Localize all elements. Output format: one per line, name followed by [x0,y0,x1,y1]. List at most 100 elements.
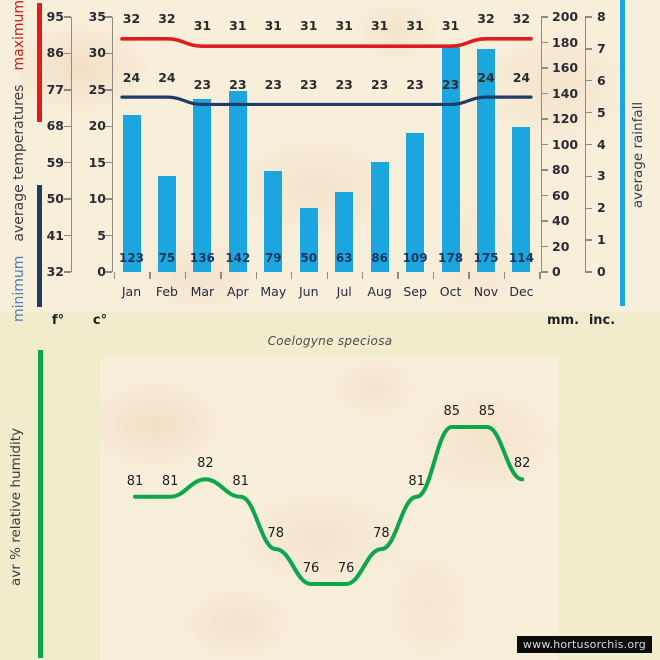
fahrenheit-tick-mark [64,162,71,164]
inches-tick-mark [585,111,592,114]
month-label: May [260,284,287,299]
rainfall-bar [335,191,354,272]
max-temp-label: 31 [370,18,389,34]
fahrenheit-tick-label: 86 [46,45,64,61]
celsius-tick-label: 5 [97,227,106,243]
millimeters-tick-mark [541,220,548,222]
celsius-tick-mark [105,162,112,164]
month-label: Jul [336,284,352,299]
humidity-value-label: 82 [513,456,531,472]
inches-tick-label: 6 [597,72,606,88]
celsius-axis-line [112,17,114,272]
rainfall-bar [228,90,247,272]
millimeters-tick-mark [541,143,548,146]
month-boundary-tick [361,272,364,279]
max-temp-label: 32 [477,10,495,26]
celsius-tick-mark [105,125,112,127]
month-boundary-tick [397,272,399,279]
website-badge: www.hortusorchis.org [516,636,652,653]
millimeters-tick-mark [541,92,548,95]
fahrenheit-unit-label: f° [51,313,65,328]
fahrenheit-tick-mark [64,198,71,200]
month-boundary-tick [113,272,116,279]
fahrenheit-tick-mark [64,89,71,91]
month-boundary-tick [291,272,293,279]
max-temp-label: 32 [512,10,531,26]
millimeters-tick-mark [541,169,548,171]
humidity-value-label: 85 [443,404,461,420]
month-label: Mar [190,284,215,299]
month-boundary-tick [468,272,470,279]
min-temp-label: 23 [370,77,389,93]
inches-tick-mark [585,80,592,82]
fahrenheit-tick-mark [64,52,71,55]
rainfall-bar [370,162,389,272]
inches-tick-mark [585,143,592,146]
rainfall-color-bar [620,0,625,306]
month-boundary-tick [149,272,151,279]
rainfall-value-label: 79 [264,251,282,265]
rainfall-value-label: 63 [335,251,353,265]
inches-tick-mark [585,239,592,241]
celsius-unit-label: c° [92,313,108,328]
min-temp-label: 23 [193,77,212,93]
humidity-value-label: 78 [267,526,285,542]
min-temp-label: 24 [158,70,176,86]
month-label: Aug [367,284,392,299]
rainfall-bar [299,208,318,272]
millimeters-tick-label: 60 [552,187,570,203]
max-temp-label: 31 [193,18,212,34]
millimeters-tick-label: 120 [552,111,579,126]
millimeters-tick-mark [541,16,548,18]
celsius-tick-label: 35 [88,9,106,24]
celsius-tick-mark [105,16,112,18]
month-boundary-tick [255,272,257,279]
max-temp-label: 31 [335,18,353,34]
month-boundary-tick [539,272,541,279]
millimeters-tick-mark [541,67,548,69]
humidity-value-label: 78 [373,526,390,542]
celsius-tick-label: 20 [88,118,106,134]
millimeters-tick-label: 100 [552,136,579,152]
inches-tick-label: 0 [597,264,606,279]
millimeters-tick-label: 0 [552,264,561,279]
celsius-tick-mark [105,198,112,200]
celsius-tick-label: 30 [88,45,106,61]
rainfall-bar [406,133,425,272]
celsius-tick-label: 25 [88,81,106,97]
inches-tick-mark [585,16,592,18]
humidity-value-label: 81 [126,473,144,489]
fahrenheit-tick-mark [64,234,71,237]
inches-tick-mark [585,271,592,273]
min-temp-label: 23 [335,77,353,93]
fahrenheit-tick-mark [64,16,71,18]
inches-tick-label: 3 [597,168,606,184]
fahrenheit-tick-label: 32 [46,264,64,279]
celsius-tick-mark [105,234,112,237]
millimeters-unit-label: mm. [546,313,580,328]
rainfall-value-label: 86 [371,251,388,265]
inches-tick-mark [585,207,592,209]
humidity-value-label: 81 [161,473,179,489]
humidity-value-label: 76 [302,561,320,576]
rainfall-value-label: 114 [508,251,534,265]
millimeters-tick-label: 140 [552,85,579,101]
fahrenheit-tick-mark [64,125,71,127]
millimeters-tick-mark [541,271,548,273]
month-label: Sep [403,284,427,299]
rainfall-value-label: 50 [300,251,318,265]
humidity-value-label: 85 [478,404,496,420]
temperature-rainfall-panel [0,0,660,312]
inches-tick-label: 4 [597,136,606,152]
celsius-tick-mark [105,271,112,273]
month-boundary-tick [432,272,435,279]
month-boundary-tick [503,272,506,279]
millimeters-tick-mark [541,194,548,197]
fahrenheit-axis-line [71,17,73,272]
fahrenheit-tick-label: 59 [46,154,64,170]
rainfall-value-label: 75 [158,251,176,265]
humidity-value-label: 81 [408,473,425,489]
month-label: Dec [509,284,534,299]
min-temp-label: 23 [441,77,460,93]
rainfall-value-label: 136 [189,251,215,265]
